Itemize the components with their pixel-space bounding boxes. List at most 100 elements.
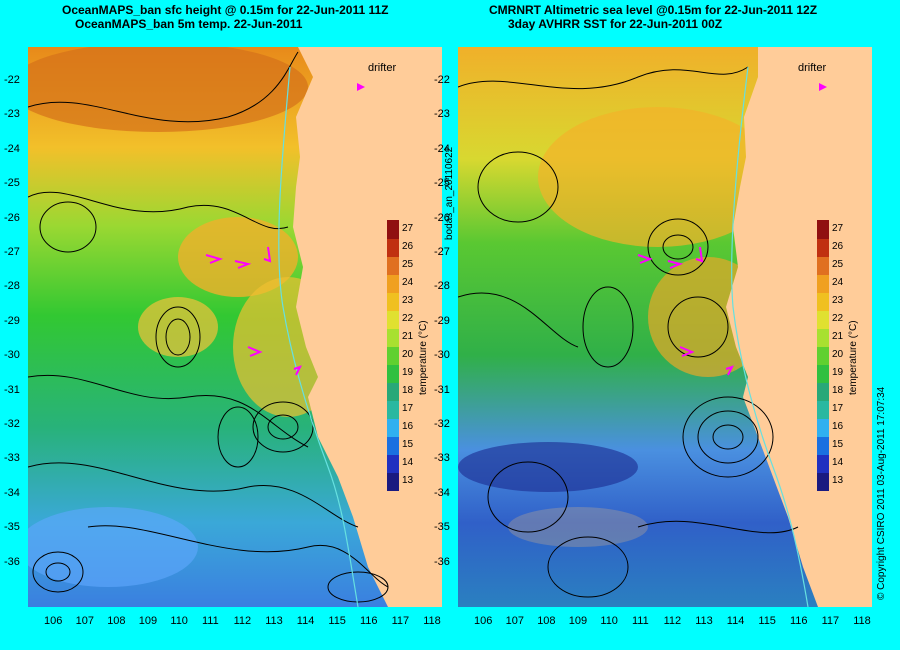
colorbar-tick-label: 14 xyxy=(402,457,414,468)
contour-line xyxy=(547,536,629,598)
contour-line xyxy=(32,551,84,593)
drifter-track xyxy=(725,365,734,376)
latitude-tick-label: -34 xyxy=(4,486,20,499)
contour-line xyxy=(662,234,694,260)
colorbar-segment xyxy=(817,238,829,257)
colorbar-segment xyxy=(387,364,399,383)
latitude-tick-label: -22 xyxy=(4,74,20,86)
colorbar-tick-label: 22 xyxy=(832,313,844,324)
colorbar-segment xyxy=(817,454,829,473)
longitude-tick-label: 115 xyxy=(328,615,346,627)
colorbar-tick-label: 17 xyxy=(402,403,414,414)
colorbar-tick-label: 26 xyxy=(832,241,844,252)
colorbar-segment xyxy=(817,274,829,293)
colorbar-segment xyxy=(817,310,829,329)
colorbar-tick-label: 17 xyxy=(832,403,844,414)
latitude-tick-label: -36 xyxy=(4,555,20,568)
latitude-tick-label: -32 xyxy=(4,418,20,430)
colorbar-segment xyxy=(387,454,399,473)
latitude-tick-label: -30 xyxy=(4,349,20,362)
latitude-tick-label: -34 xyxy=(434,486,450,499)
colorbar-segment xyxy=(817,328,829,347)
latitude-tick-label: -29 xyxy=(4,314,20,327)
drifter-legend-marker xyxy=(819,83,827,91)
colorbar-segment xyxy=(817,220,829,239)
longitude-tick-label: 117 xyxy=(391,615,410,627)
latitude-tick-label: -28 xyxy=(4,280,20,293)
latitude-tick-label: -28 xyxy=(434,280,450,293)
latitude-tick-label: -25 xyxy=(4,177,20,190)
drifter-track xyxy=(293,365,302,376)
contour-line xyxy=(39,201,97,253)
latitude-tick-label: -23 xyxy=(4,108,20,121)
longitude-tick-label: 115 xyxy=(758,615,776,627)
colorbar-tick-label: 13 xyxy=(402,475,414,486)
colorbar-label-right: temperature (°C) xyxy=(848,320,859,395)
drifter-track xyxy=(263,246,272,263)
latitude-tick-label: -32 xyxy=(434,418,450,430)
colorbar-segment xyxy=(387,274,399,293)
colorbar-tick-label: 23 xyxy=(402,295,414,306)
colorbar-segment xyxy=(817,364,829,383)
latitude-tick-label: -31 xyxy=(4,383,20,396)
left-title-1: OceanMAPS_ban sfc height @ 0.15m for 22-… xyxy=(62,3,389,17)
colorbar-tick-label: 27 xyxy=(832,223,844,234)
contour-line xyxy=(155,306,201,368)
latitude-tick-label: -26 xyxy=(4,211,20,224)
drifter-label: drifter xyxy=(798,62,827,74)
contour-line xyxy=(477,151,559,223)
colorbar-tick-label: 25 xyxy=(832,259,844,270)
drifter-track xyxy=(679,346,695,357)
longitude-tick-label: 112 xyxy=(233,615,252,627)
colorbar-tick-label: 19 xyxy=(832,367,844,378)
drifter-track xyxy=(695,246,704,263)
colorbar-tick-label: 15 xyxy=(832,439,844,450)
drifter-track xyxy=(667,260,684,269)
longitude-tick-label: 106 xyxy=(474,615,493,627)
longitude-tick-label: 114 xyxy=(296,615,315,627)
longitude-tick-label: 116 xyxy=(790,615,808,627)
model-temperature-map: drifter xyxy=(28,47,442,607)
right-title-2: 3day AVHRR SST for 22-Jun-2011 00Z xyxy=(508,17,723,31)
longitude-tick-label: 108 xyxy=(537,615,556,627)
colorbar-tick-label: 23 xyxy=(832,295,844,306)
colorbar-tick-label: 14 xyxy=(832,457,844,468)
observed-sst-map: drifter xyxy=(458,47,872,607)
drifter-label: drifter xyxy=(368,62,397,74)
latitude-tick-label: -35 xyxy=(434,521,450,534)
longitude-tick-label: 110 xyxy=(170,615,188,627)
colorbar-segment xyxy=(387,400,399,419)
colorbar-segment xyxy=(817,436,829,455)
longitude-tick-label: 108 xyxy=(107,615,126,627)
colorbar-tick-label: 16 xyxy=(402,421,414,432)
latitude-tick-label: -36 xyxy=(434,555,450,568)
colorbar-label-left: temperature (°C) xyxy=(418,320,429,395)
colorbar-tick-label: 21 xyxy=(832,331,844,342)
contour-line xyxy=(712,424,744,450)
latitude-tick-label: -33 xyxy=(434,452,450,465)
right-title-1: CMRNRT Altimetric sea level @0.15m for 2… xyxy=(489,3,818,17)
contour-line xyxy=(87,525,389,588)
contour-line xyxy=(327,571,389,603)
longitude-tick-label: 107 xyxy=(505,615,524,627)
longitude-tick-label: 114 xyxy=(726,615,745,627)
drifter-track xyxy=(247,346,263,357)
copyright-label: © Copyright CSIRO 2011 03-Aug-2011 17:07… xyxy=(876,386,887,600)
longitude-tick-label: 111 xyxy=(202,615,219,627)
colorbar-segment xyxy=(817,292,829,311)
latitude-tick-label: -24 xyxy=(4,142,20,155)
colorbar-tick-label: 15 xyxy=(402,439,414,450)
colorbar-tick-label: 19 xyxy=(402,367,414,378)
colorbar-segment xyxy=(387,418,399,437)
latitude-tick-label: -33 xyxy=(4,452,20,465)
drifter-track xyxy=(637,254,653,264)
colorbar-segment xyxy=(387,382,399,401)
contour-line xyxy=(697,410,759,464)
contour-line xyxy=(637,520,799,534)
colorbar-left xyxy=(387,220,399,491)
contour-line xyxy=(28,374,309,448)
latitude-tick-label: -24 xyxy=(434,142,450,155)
colorbar-tick-label: 26 xyxy=(402,241,414,252)
longitude-tick-label: 116 xyxy=(360,615,378,627)
latitude-tick-label: -27 xyxy=(434,246,450,258)
